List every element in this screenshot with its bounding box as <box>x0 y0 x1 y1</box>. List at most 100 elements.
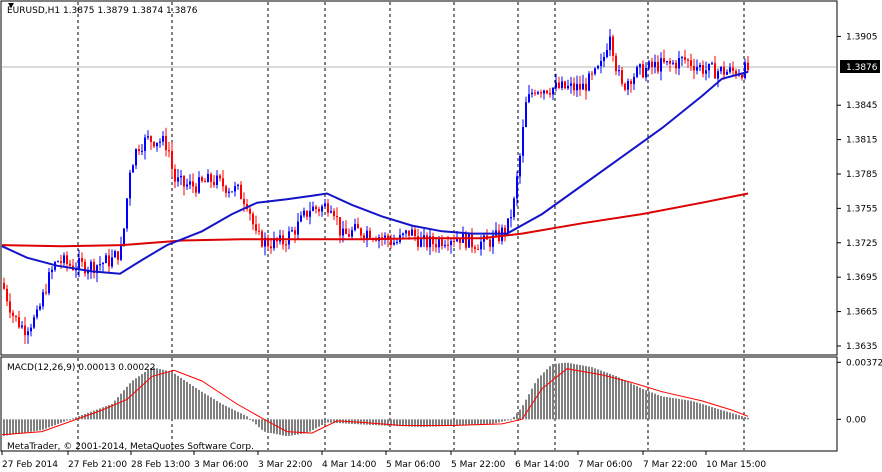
macd-bar <box>588 366 590 420</box>
macd-bar <box>462 419 464 426</box>
macd-bar <box>150 367 152 420</box>
macd-bar <box>669 397 671 420</box>
candle-body <box>366 230 368 239</box>
candle-body <box>330 211 332 213</box>
candle-body <box>60 261 62 263</box>
price-tick-label: 1.3905 <box>846 32 878 42</box>
macd-bar <box>390 419 392 426</box>
candle-body <box>660 58 662 72</box>
macd-bar <box>576 364 578 420</box>
macd-bar <box>573 363 575 420</box>
copyright-text: MetaTrader, © 2001-2014, MetaQuotes Soft… <box>7 442 254 452</box>
macd-bar <box>246 416 248 420</box>
candle-body <box>555 82 557 88</box>
candle-body <box>354 224 356 231</box>
candle-body <box>306 210 308 217</box>
macd-bar <box>444 419 446 427</box>
macd-bar <box>387 419 389 426</box>
candle-body <box>651 61 653 68</box>
candle-body <box>90 261 92 271</box>
candle-body <box>588 73 590 91</box>
macd-bar <box>192 385 194 420</box>
macd-bar <box>558 363 560 420</box>
macd-bar <box>90 411 92 420</box>
candle-body <box>585 83 587 91</box>
macd-bar <box>39 419 41 431</box>
macd-bar <box>321 419 323 426</box>
candle-body <box>84 261 86 274</box>
macd-bar <box>102 407 104 420</box>
candle-body <box>411 229 413 236</box>
macd-bar <box>105 406 107 420</box>
macd-bar <box>117 397 119 420</box>
candle-body <box>633 76 635 85</box>
candle-body <box>324 203 326 207</box>
candle-body <box>369 230 371 239</box>
macd-bar <box>57 419 59 424</box>
macd-bar <box>261 419 263 430</box>
macd-bar <box>312 419 314 430</box>
price-tick-label: 1.3695 <box>846 273 878 283</box>
candle-body <box>270 246 272 249</box>
macd-bar <box>528 394 530 420</box>
macd-bar <box>108 405 110 420</box>
macd-bar <box>411 419 413 427</box>
candle-body <box>234 186 236 192</box>
candlesticks <box>3 29 749 345</box>
candle-body <box>414 229 416 237</box>
candle-body <box>174 168 176 182</box>
candle-body <box>423 235 425 239</box>
macd-bar <box>156 368 158 420</box>
candle-body <box>447 244 449 246</box>
macd-bar <box>549 366 551 420</box>
candle-body <box>681 57 683 59</box>
candle-body <box>51 269 53 273</box>
candle-body <box>606 50 608 57</box>
macd-bar <box>402 419 404 427</box>
candle-body <box>132 165 134 173</box>
macd-bar <box>540 375 542 420</box>
macd-bar <box>447 419 449 427</box>
candle-body <box>627 81 629 90</box>
macd-bar <box>222 404 224 420</box>
macd-bar <box>543 372 545 420</box>
candle-body <box>123 228 125 245</box>
candle-body <box>177 177 179 182</box>
macd-bar <box>126 386 128 420</box>
macd-bar <box>132 380 134 420</box>
macd-bar <box>123 390 125 420</box>
candle-body <box>468 233 470 248</box>
candle-body <box>6 288 8 302</box>
macd-bar <box>591 367 593 420</box>
candle-body <box>237 184 239 187</box>
candle-body <box>672 62 674 64</box>
candle-body <box>675 62 677 69</box>
candle-body <box>471 233 473 248</box>
candle-body <box>711 63 713 65</box>
macd-header: MACD(12,26,9) 0.00013 0.00022 <box>7 363 156 373</box>
macd-bar <box>225 405 227 420</box>
macd-bar <box>582 365 584 420</box>
candle-body <box>453 241 455 243</box>
candle-body <box>129 172 131 199</box>
candle-body <box>654 61 656 68</box>
macd-bar <box>714 407 716 420</box>
macd-bar <box>141 374 143 420</box>
macd-bar <box>711 407 713 420</box>
candle-body <box>708 63 710 71</box>
macd-bar <box>567 362 569 420</box>
macd-bar <box>99 408 101 420</box>
candle-body <box>63 255 65 263</box>
candle-body <box>387 235 389 241</box>
candle-body <box>192 181 194 187</box>
macd-bar <box>297 419 299 435</box>
time-tick-label: 3 Mar 22:00 <box>258 460 313 470</box>
time-tick-label: 5 Mar 22:00 <box>451 460 506 470</box>
macd-bar <box>18 419 20 434</box>
macd-bar <box>231 408 233 420</box>
macd-bar <box>420 419 422 427</box>
macd-bar <box>579 364 581 420</box>
macd-bar <box>378 419 380 426</box>
